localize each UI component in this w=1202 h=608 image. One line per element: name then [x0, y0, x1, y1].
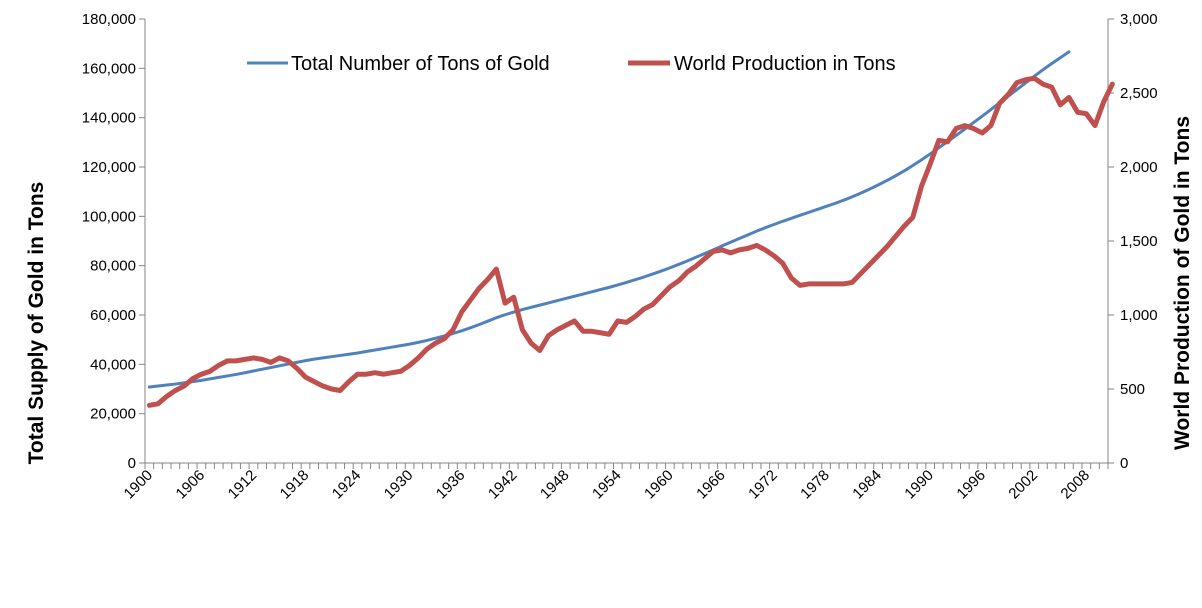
x-tick-label: 1978 — [797, 467, 833, 503]
right-tick-label: 3,000 — [1120, 11, 1158, 28]
x-tick-label: 1930 — [381, 467, 417, 503]
right-axis-title: World Production of Gold in Tons — [1171, 116, 1194, 450]
series-line-total-supply — [147, 50, 1071, 389]
left-tick-label: 40,000 — [90, 356, 136, 373]
left-tick-label: 60,000 — [90, 307, 136, 324]
x-tick-label: 1954 — [589, 467, 625, 503]
axes-group — [144, 19, 1109, 464]
legend-label-world-production: World Production in Tons — [674, 53, 896, 75]
x-tick-label: 1906 — [173, 467, 209, 503]
x-tick-label: 2008 — [1058, 467, 1094, 503]
left-tick-label: 20,000 — [90, 406, 136, 423]
left-tick-label: 180,000 — [82, 11, 136, 28]
left-tick-label: 80,000 — [90, 258, 136, 275]
legend-label-total-supply: Total Number of Tons of Gold — [291, 53, 550, 75]
right-tick-label: 0 — [1120, 455, 1128, 472]
right-tick-label: 2,500 — [1120, 85, 1158, 102]
series-lines — [146, 50, 1115, 408]
x-tick-label: 1972 — [745, 467, 781, 503]
x-tick-label: 1996 — [953, 467, 989, 503]
right-tick-label: 2,000 — [1120, 159, 1158, 176]
x-tick-label: 1990 — [901, 467, 937, 503]
legend: Total Number of Tons of Gold World Produ… — [247, 53, 896, 75]
x-tick-label: 1960 — [641, 467, 677, 503]
x-tick-label: 1984 — [849, 467, 885, 503]
x-tick-label: 1948 — [537, 467, 573, 503]
x-tick-label: 1918 — [277, 467, 313, 503]
right-y-ticks: 0 500 1,000 1,500 2,000 2,500 3,000 — [1108, 11, 1158, 472]
x-tick-label: 1912 — [225, 467, 261, 503]
x-tick-label: 1924 — [329, 467, 365, 503]
left-tick-label: 100,000 — [82, 208, 136, 225]
left-tick-label: 120,000 — [82, 159, 136, 176]
left-tick-label: 140,000 — [82, 110, 136, 127]
right-tick-label: 1,500 — [1120, 233, 1158, 250]
x-tick-label: 1942 — [485, 467, 521, 503]
x-tick-label: 2002 — [1005, 467, 1041, 503]
right-tick-label: 1,000 — [1120, 307, 1158, 324]
left-tick-label: 160,000 — [82, 60, 136, 77]
x-ticks: 1900 1906 1912 1918 1924 1930 1936 1942 1948 1954… — [121, 463, 1109, 503]
x-tick-label: 1900 — [121, 467, 157, 503]
left-y-ticks: 0 20,000 40,000 60,000 80,000 100,000 120,000 1… — [82, 11, 145, 472]
right-tick-label: 500 — [1120, 381, 1145, 398]
x-tick-label: 1936 — [433, 467, 469, 503]
series-line-world-production — [146, 75, 1115, 408]
left-axis-title: Total Supply of Gold in Tons — [25, 182, 48, 465]
x-tick-label: 1966 — [693, 467, 729, 503]
left-tick-label: 0 — [128, 455, 136, 472]
